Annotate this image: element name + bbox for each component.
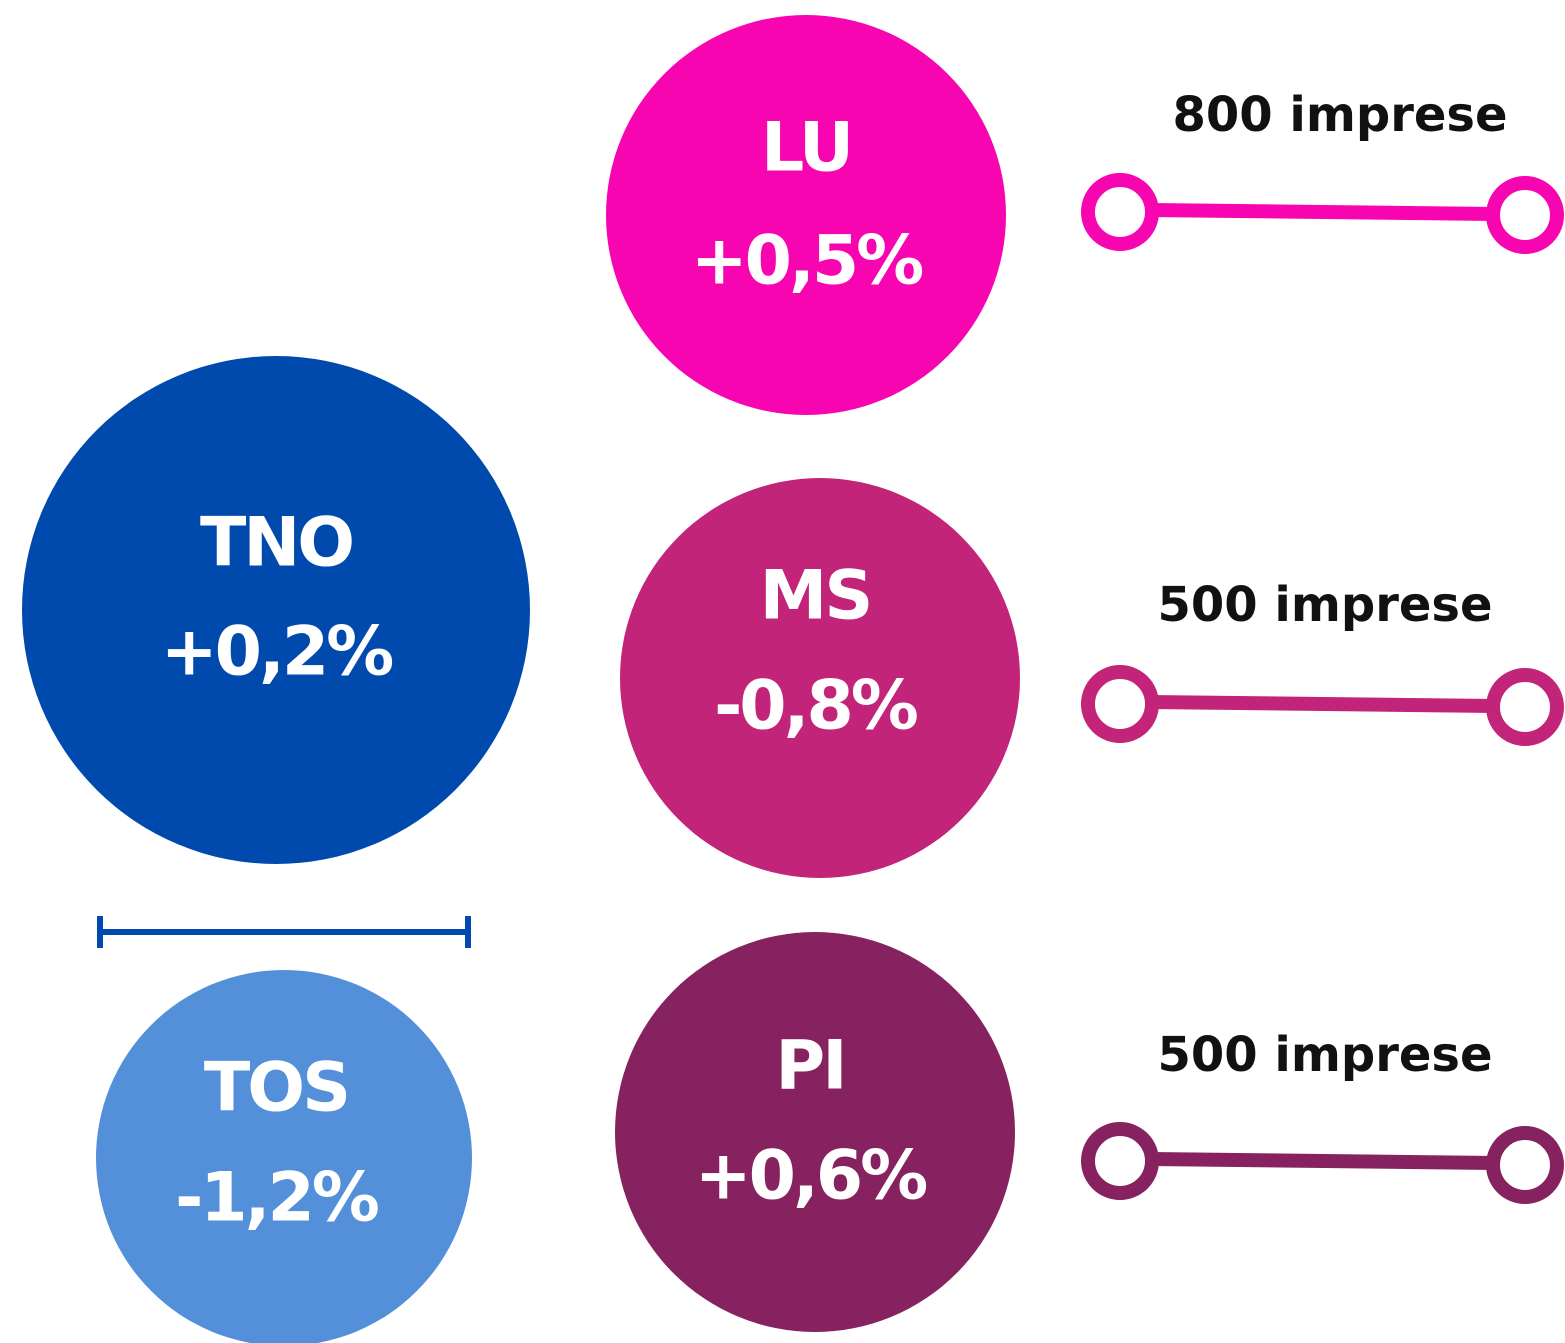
node-value: -0,8% — [714, 667, 917, 746]
node-label: PI — [775, 1027, 844, 1106]
node-circle — [22, 356, 530, 864]
connector-label: 500 imprese — [1157, 1027, 1492, 1083]
node-label: TOS — [204, 1049, 348, 1128]
bracket — [97, 916, 471, 948]
node-value: +0,6% — [695, 1137, 926, 1216]
node-label: TNO — [200, 504, 352, 583]
node-value: +0,5% — [691, 222, 922, 301]
node-value: -1,2% — [175, 1159, 378, 1238]
node-label: LU — [761, 109, 851, 188]
node-circle — [615, 932, 1015, 1332]
node-circle — [606, 15, 1006, 415]
node-circle — [96, 970, 472, 1343]
connector — [1081, 173, 1564, 254]
node-circle — [620, 478, 1020, 878]
node-value: +0,2% — [161, 613, 392, 692]
connector — [1081, 665, 1564, 746]
connector-label: 800 imprese — [1172, 87, 1507, 143]
connector-label: 500 imprese — [1157, 577, 1492, 633]
connector — [1081, 1122, 1564, 1204]
node-label: MS — [760, 557, 871, 636]
